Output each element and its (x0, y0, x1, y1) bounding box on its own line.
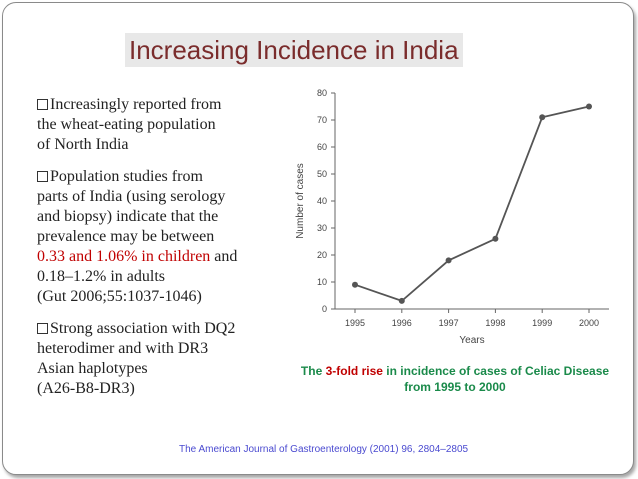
chart-caption: The 3-fold rise in incidence of cases of… (275, 363, 633, 395)
y-tick-label: 80 (317, 88, 327, 98)
slide-title: Increasing Incidence in India (125, 33, 463, 67)
y-tick-label: 60 (317, 142, 327, 152)
data-point (492, 235, 499, 242)
bullet-3: Strong association with DQ2 heterodimer … (37, 319, 287, 399)
y-tick-label: 40 (317, 196, 327, 206)
y-tick-label: 50 (317, 169, 327, 179)
x-tick-label: 1997 (439, 318, 459, 328)
bullet-3-line-3: Asian haplotypes (37, 360, 148, 377)
data-point (352, 281, 358, 288)
cases-line-chart: 0 10 20 30 40 50 60 70 80 1995 1996 1997 1998 1999 20… (295, 88, 609, 346)
y-tick-label: 20 (317, 250, 327, 260)
series-line (354, 105, 590, 302)
y-tick-label: 70 (317, 115, 327, 125)
y-axis-label: Number of cases (295, 163, 306, 239)
bullet-1-line-2: the wheat-eating population (37, 116, 216, 133)
x-tick-label: 2000 (579, 318, 599, 328)
bullet-2-citation: (Gut 2006;55:1037-1046) (37, 288, 202, 305)
bullet-2-line-1: Population studies from (50, 168, 203, 185)
caption-part-3: in incidence of cases of Celiac Disease (382, 364, 610, 378)
y-tick-label: 0 (322, 304, 327, 314)
chart-axes (331, 92, 609, 313)
caption-part-1: The (300, 364, 326, 378)
bullet-3-line-4: (A26-B8-DR3) (37, 380, 135, 397)
bullet-1-line-1: Increasingly reported from (50, 96, 222, 113)
source-citation: The American Journal of Gastroenterology… (179, 444, 469, 455)
x-tick-label: 1996 (392, 318, 412, 328)
data-point (586, 103, 592, 110)
bullet-2-line-2: parts of India (using serology (37, 188, 226, 205)
caption-line-2: from 1995 to 2000 (404, 380, 506, 394)
bullet-2-line-4: prevalence may be between (37, 228, 215, 245)
bullet-1: Increasingly reported from the wheat-eat… (37, 95, 287, 155)
x-axis-label: Years (459, 335, 484, 346)
bullet-2-line-3: and biopsy) indicate that the (37, 208, 219, 225)
data-point (445, 257, 452, 264)
caption-fold-rise: 3-fold rise (325, 364, 383, 378)
data-point (539, 114, 546, 121)
bullet-list: Increasingly reported from the wheat-eat… (37, 95, 287, 411)
x-tick-label: 1995 (345, 318, 365, 328)
bullet-3-line-2: heterodimer and with DR3 (37, 340, 209, 357)
prevalence-children-highlight: 0.33 and 1.06% in children (37, 248, 211, 265)
bullet-1-line-3: of North India (37, 136, 129, 153)
x-tick-label: 1998 (485, 318, 505, 328)
y-tick-label: 30 (317, 223, 327, 233)
slide: Increasing Incidence in India Increasing… (2, 2, 634, 475)
bullet-2: Population studies from parts of India (… (37, 167, 287, 307)
x-tick-labels: 1995 1996 1997 1998 1999 2000 (345, 318, 599, 328)
checkbox-bullet-icon (37, 323, 48, 334)
x-tick-label: 1999 (532, 318, 552, 328)
bullet-2-line-6: 0.18–1.2% in adults (37, 268, 165, 285)
bullet-3-line-1: Strong association with DQ2 (50, 320, 236, 337)
chart-series (352, 103, 592, 304)
checkbox-bullet-icon (37, 171, 48, 182)
bullet-2-line-5-rest: and (210, 248, 238, 265)
y-tick-labels: 0 10 20 30 40 50 60 70 80 (317, 88, 327, 314)
checkbox-bullet-icon (37, 99, 48, 110)
data-point (398, 297, 405, 304)
y-tick-label: 10 (317, 277, 327, 287)
